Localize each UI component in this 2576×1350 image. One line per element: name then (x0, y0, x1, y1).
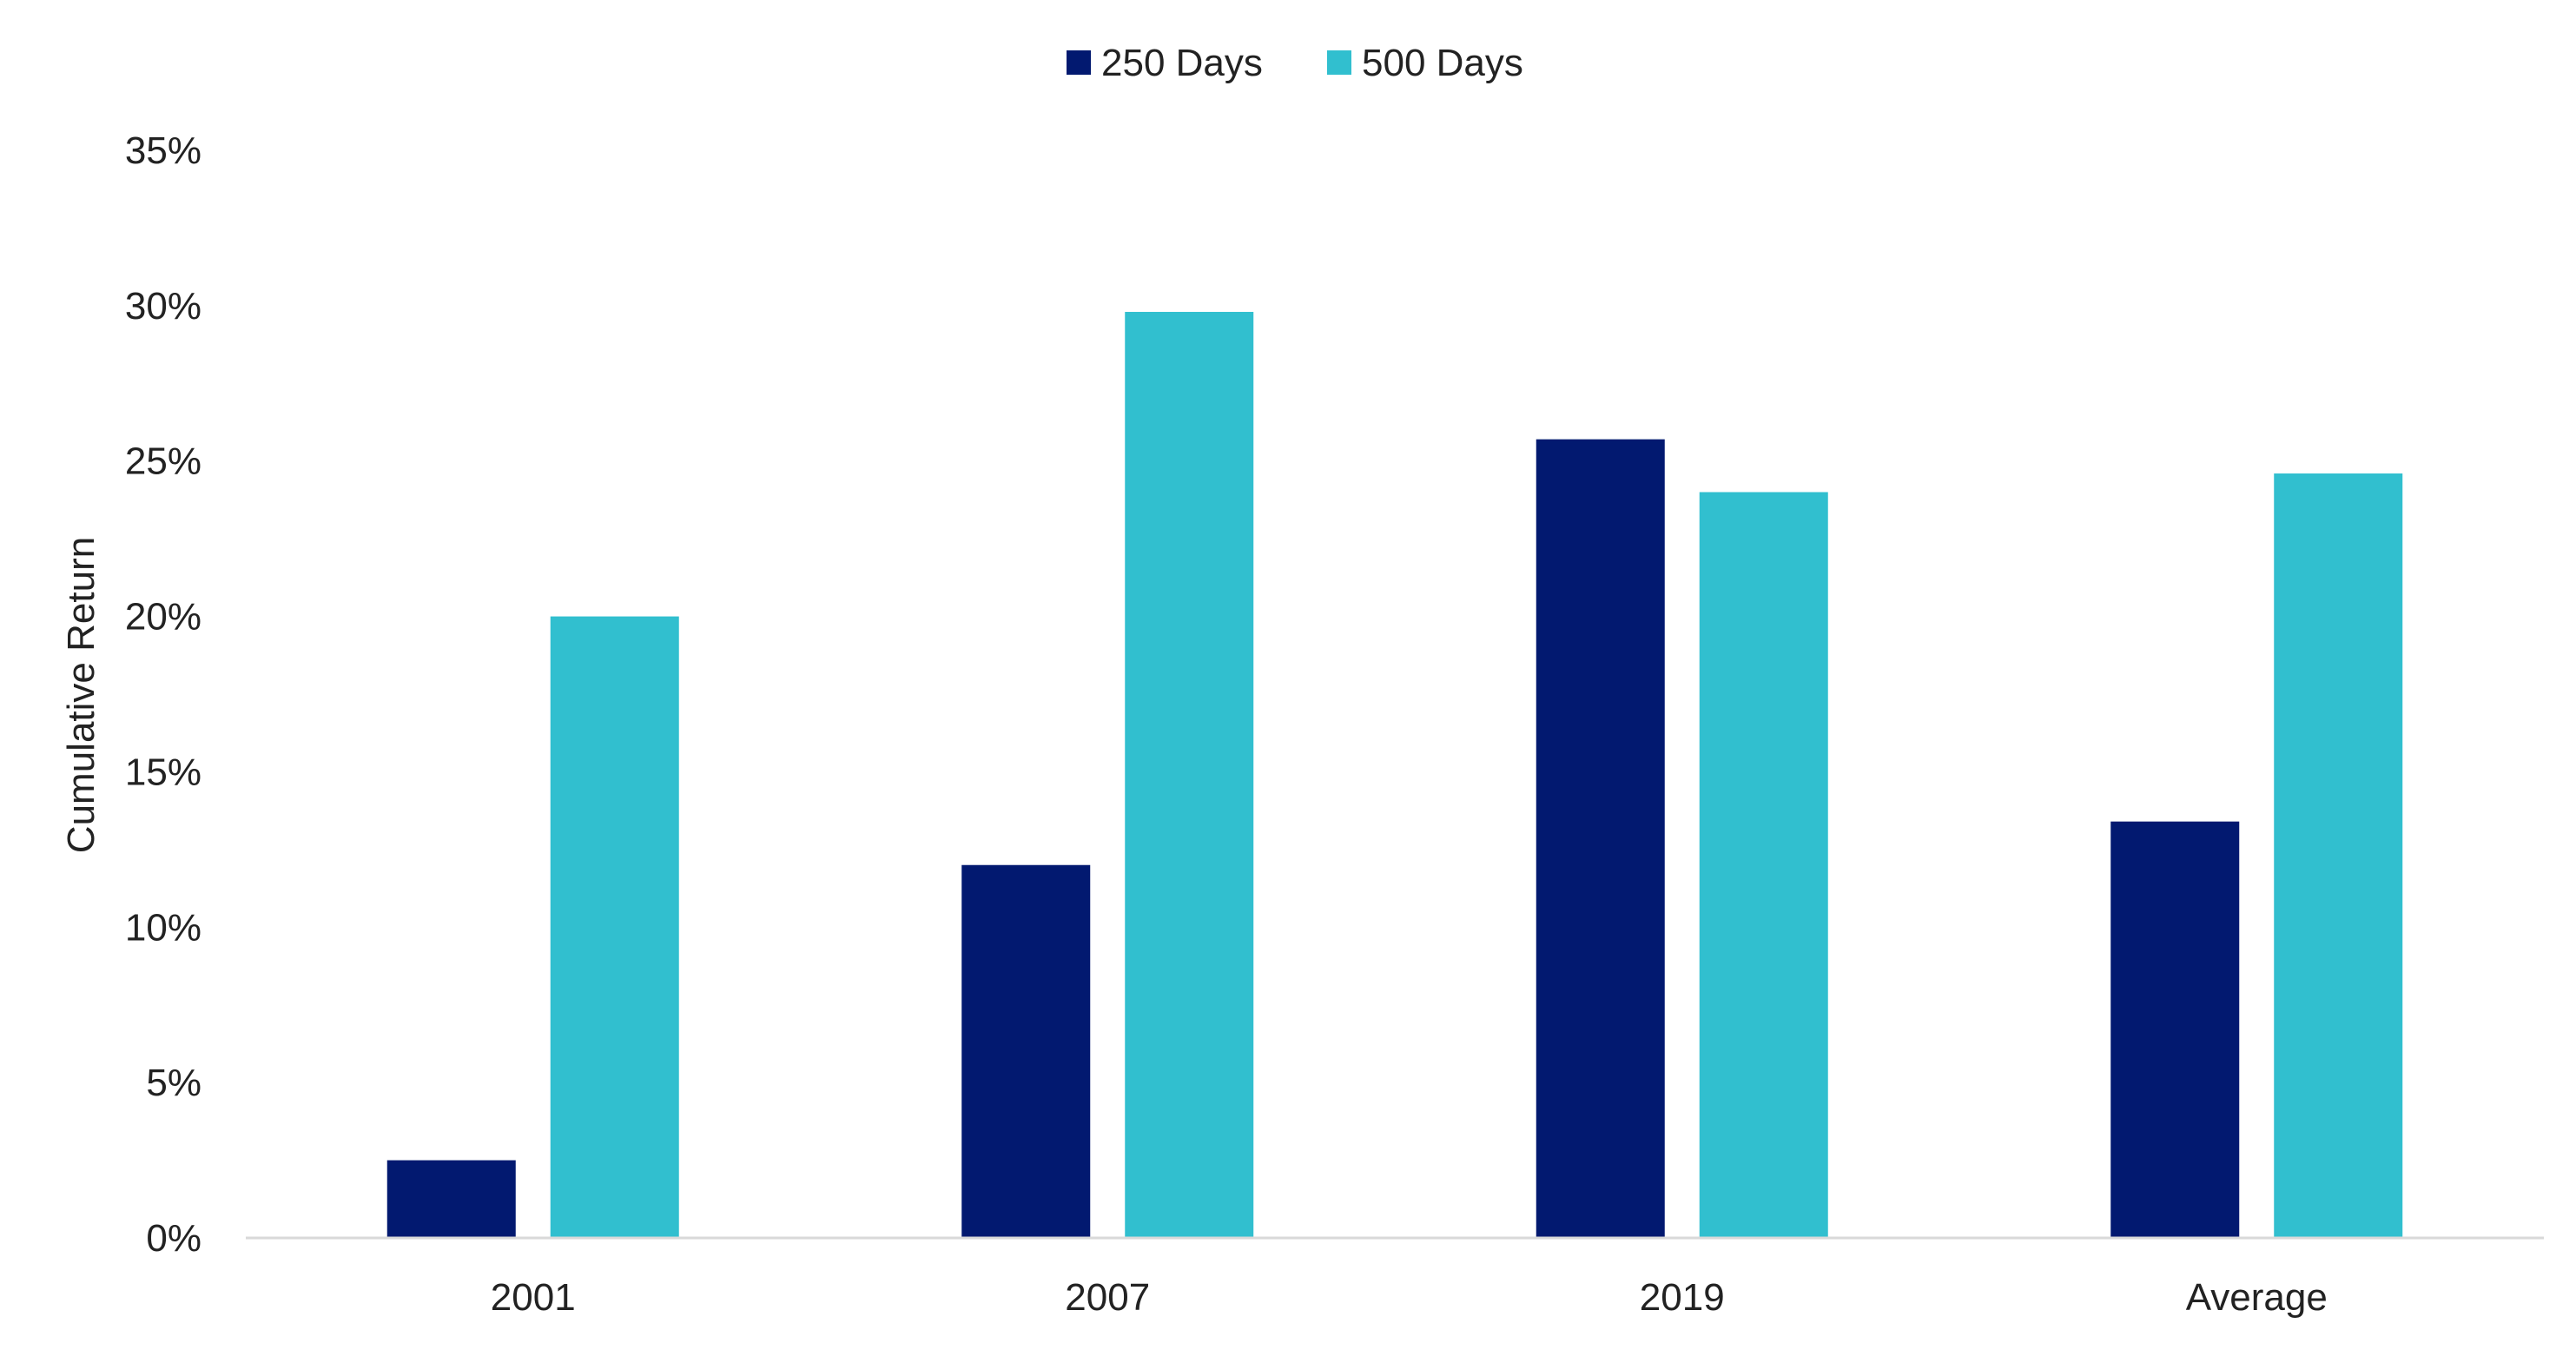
bar-250-days-average (2110, 821, 2240, 1238)
legend-label: 250 Days (1101, 42, 1263, 84)
legend-swatch (1067, 50, 1091, 75)
bar-500-days-2019 (1699, 492, 1828, 1238)
x-tick-label: 2007 (1065, 1276, 1150, 1319)
x-tick-label: 2001 (491, 1276, 576, 1319)
bars (386, 312, 2403, 1238)
y-axis-label: Cumulative Return (60, 537, 102, 853)
y-axis-ticks: 0% 5% 10% 15% 20% 25% 30% 35% (125, 129, 201, 1260)
y-tick-label: 5% (146, 1062, 201, 1104)
y-tick-label: 35% (125, 129, 201, 172)
y-tick-label: 30% (125, 285, 201, 328)
bar-250-days-2007 (961, 864, 1091, 1238)
x-axis-ticks: 2001 2007 2019 Average (491, 1276, 2328, 1319)
bar-500-days-2007 (1125, 312, 1254, 1238)
y-tick-label: 20% (125, 596, 201, 639)
bar-500-days-average (2274, 473, 2403, 1238)
y-tick-label: 10% (125, 906, 201, 949)
y-tick-label: 15% (125, 751, 201, 793)
legend-label: 500 Days (1362, 42, 1523, 84)
legend-swatch (1327, 50, 1351, 75)
bar-250-days-2019 (1536, 439, 1665, 1238)
y-tick-label: 25% (125, 440, 201, 483)
bar-250-days-2001 (386, 1160, 516, 1238)
legend: 250 Days 500 Days (1067, 42, 1523, 84)
bar-500-days-2001 (550, 616, 679, 1238)
x-tick-label: 2019 (1640, 1276, 1725, 1319)
y-tick-label: 0% (146, 1217, 201, 1260)
x-tick-label: Average (2186, 1276, 2328, 1319)
